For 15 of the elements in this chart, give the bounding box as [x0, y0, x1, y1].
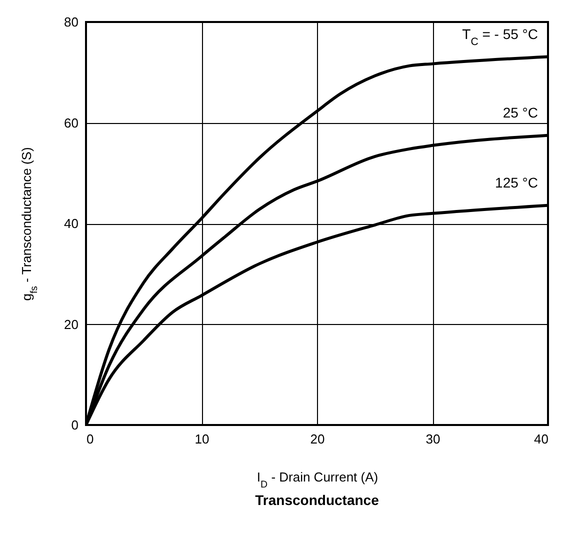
x-tick-label: 20: [310, 432, 325, 446]
x-tick-label: 10: [194, 432, 210, 446]
y-tick-label: 0: [71, 418, 78, 432]
y-tick-label: 60: [64, 115, 78, 130]
y-tick-label: 40: [64, 216, 78, 231]
text: Transconductance: [255, 492, 380, 508]
x-tick-label: 30: [426, 432, 440, 446]
y-tick-label: 80: [64, 14, 78, 30]
series-label: 25 °C: [502, 104, 538, 120]
series-label: 125 °C: [495, 174, 538, 190]
x-axis-title: I$_{D}$ - Drain Current (A): [256, 470, 378, 490]
series-label: T$_{C}$ = - 55 °C: [462, 26, 538, 48]
y-tick-label: 20: [64, 316, 78, 332]
x-tick-label: 0: [86, 432, 94, 446]
x-tick-label: 40: [534, 432, 548, 446]
